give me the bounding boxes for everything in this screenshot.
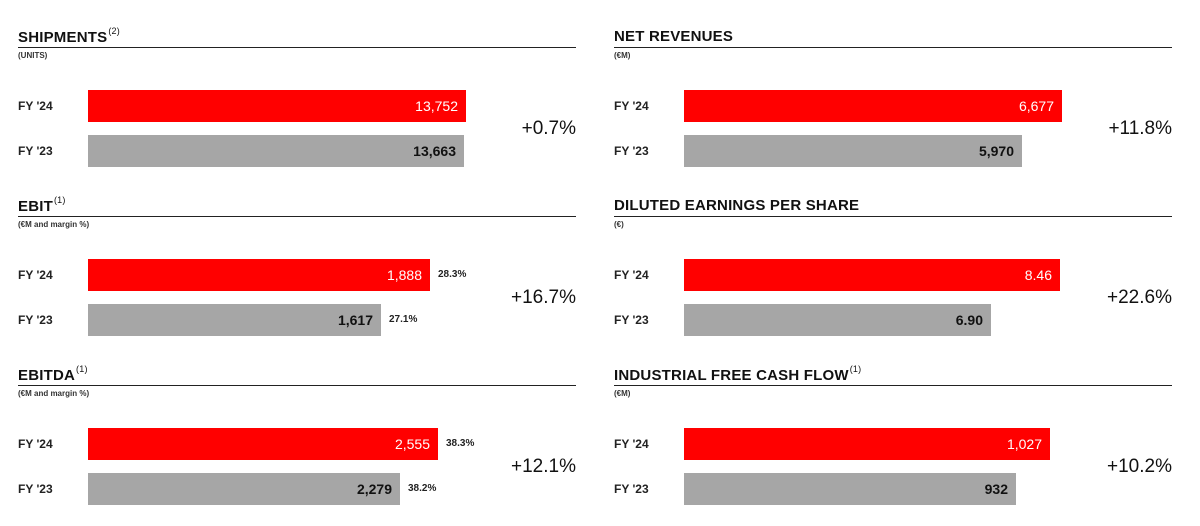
year-label: FY '24 xyxy=(614,99,649,113)
margin-label: 38.3% xyxy=(446,438,475,449)
panel-title: EBIT(1) xyxy=(18,195,66,215)
panel-title: INDUSTRIAL FREE CASH FLOW(1) xyxy=(614,364,862,384)
margin-label: 38.2% xyxy=(408,483,437,494)
panel-title: SHIPMENTS(2) xyxy=(18,26,120,46)
kpi-panel: DILUTED EARNINGS PER SHARE (€) FY '24 8.46 F… xyxy=(614,197,1174,357)
panel-title-text: DILUTED EARNINGS PER SHARE xyxy=(614,197,860,214)
panel-title-text: INDUSTRIAL FREE CASH FLOW xyxy=(614,367,849,384)
margin-label: 27.1% xyxy=(389,314,418,325)
panel-title-text: NET REVENUES xyxy=(614,28,734,45)
bar-previous-year: 1,617 xyxy=(88,304,381,336)
bar-previous-year: 2,279 xyxy=(88,473,400,505)
divider xyxy=(18,47,576,48)
bar-current-year: 8.46 xyxy=(684,259,1060,291)
unit-label: (€) xyxy=(614,220,624,229)
divider xyxy=(18,385,576,386)
bar-current-year: 1,888 xyxy=(88,259,430,291)
divider xyxy=(614,216,1172,217)
divider xyxy=(614,47,1172,48)
unit-label: (€M and margin %) xyxy=(18,389,90,398)
change-percent: +12.1% xyxy=(511,456,576,477)
bar-value-label: 8.46 xyxy=(1024,267,1052,283)
kpi-panel: NET REVENUES (€M) FY '24 6,677 FY '23 5,970 +1… xyxy=(614,28,1174,188)
bar-previous-year: 932 xyxy=(684,473,1016,505)
change-percent: +16.7% xyxy=(511,287,576,308)
unit-label: (€M) xyxy=(614,51,631,60)
bar-value-label: 932 xyxy=(984,481,1008,497)
bar-value-label: 2,279 xyxy=(356,481,392,497)
kpi-panel: EBIT(1) (€M and margin %) FY '24 1,888 28.3%… xyxy=(18,195,578,357)
year-label: FY '24 xyxy=(614,437,649,451)
kpi-panel: SHIPMENTS(2) (UNITS) FY '24 13,752 FY '23 13,… xyxy=(18,26,578,188)
year-label: FY '24 xyxy=(614,268,649,282)
bar-value-label: 2,555 xyxy=(394,436,430,452)
year-label: FY '23 xyxy=(614,144,649,158)
year-label: FY '24 xyxy=(18,437,53,451)
change-percent: +10.2% xyxy=(1107,456,1172,477)
year-label: FY '23 xyxy=(614,313,649,327)
bar-value-label: 13,752 xyxy=(415,98,458,114)
change-percent: +22.6% xyxy=(1107,287,1172,308)
bar-value-label: 6,677 xyxy=(1018,98,1054,114)
footnote-marker: (1) xyxy=(76,364,88,374)
footnote-marker: (2) xyxy=(108,26,120,36)
bar-value-label: 5,970 xyxy=(978,143,1014,159)
year-label: FY '23 xyxy=(18,144,53,158)
bar-value-label: 13,663 xyxy=(413,143,456,159)
year-label: FY '24 xyxy=(18,268,53,282)
bar-previous-year: 13,663 xyxy=(88,135,464,167)
bar-current-year: 2,555 xyxy=(88,428,438,460)
change-percent: +0.7% xyxy=(521,118,576,139)
panel-title-text: EBITDA xyxy=(18,367,76,384)
unit-label: (€M) xyxy=(614,389,631,398)
panel-title: NET REVENUES xyxy=(614,28,733,45)
footnote-marker: (1) xyxy=(849,364,862,374)
panel-title: DILUTED EARNINGS PER SHARE xyxy=(614,197,859,214)
bar-previous-year: 6.90 xyxy=(684,304,991,336)
divider xyxy=(614,385,1172,386)
kpi-panel: INDUSTRIAL FREE CASH FLOW(1) (€M) FY '24 1,… xyxy=(614,364,1174,526)
footnote-marker: (1) xyxy=(53,195,66,205)
unit-label: (€M and margin %) xyxy=(18,220,90,229)
panel-title-text: SHIPMENTS xyxy=(18,29,108,46)
bar-value-label: 1,617 xyxy=(337,312,373,328)
bar-previous-year: 5,970 xyxy=(684,135,1022,167)
year-label: FY '23 xyxy=(614,482,649,496)
bar-value-label: 1,027 xyxy=(1006,436,1042,452)
kpi-panel: EBITDA(1) (€M and margin %) FY '24 2,555 38.… xyxy=(18,364,578,526)
bar-current-year: 1,027 xyxy=(684,428,1050,460)
year-label: FY '23 xyxy=(18,482,53,496)
bar-value-label: 6.90 xyxy=(955,312,983,328)
panel-title-text: EBIT xyxy=(18,198,53,215)
year-label: FY '24 xyxy=(18,99,53,113)
change-percent: +11.8% xyxy=(1108,118,1172,139)
bar-current-year: 6,677 xyxy=(684,90,1062,122)
divider xyxy=(18,216,576,217)
margin-label: 28.3% xyxy=(438,269,467,280)
bar-current-year: 13,752 xyxy=(88,90,466,122)
panel-title: EBITDA(1) xyxy=(18,364,88,384)
year-label: FY '23 xyxy=(18,313,53,327)
bar-value-label: 1,888 xyxy=(386,267,422,283)
unit-label: (UNITS) xyxy=(18,51,48,60)
